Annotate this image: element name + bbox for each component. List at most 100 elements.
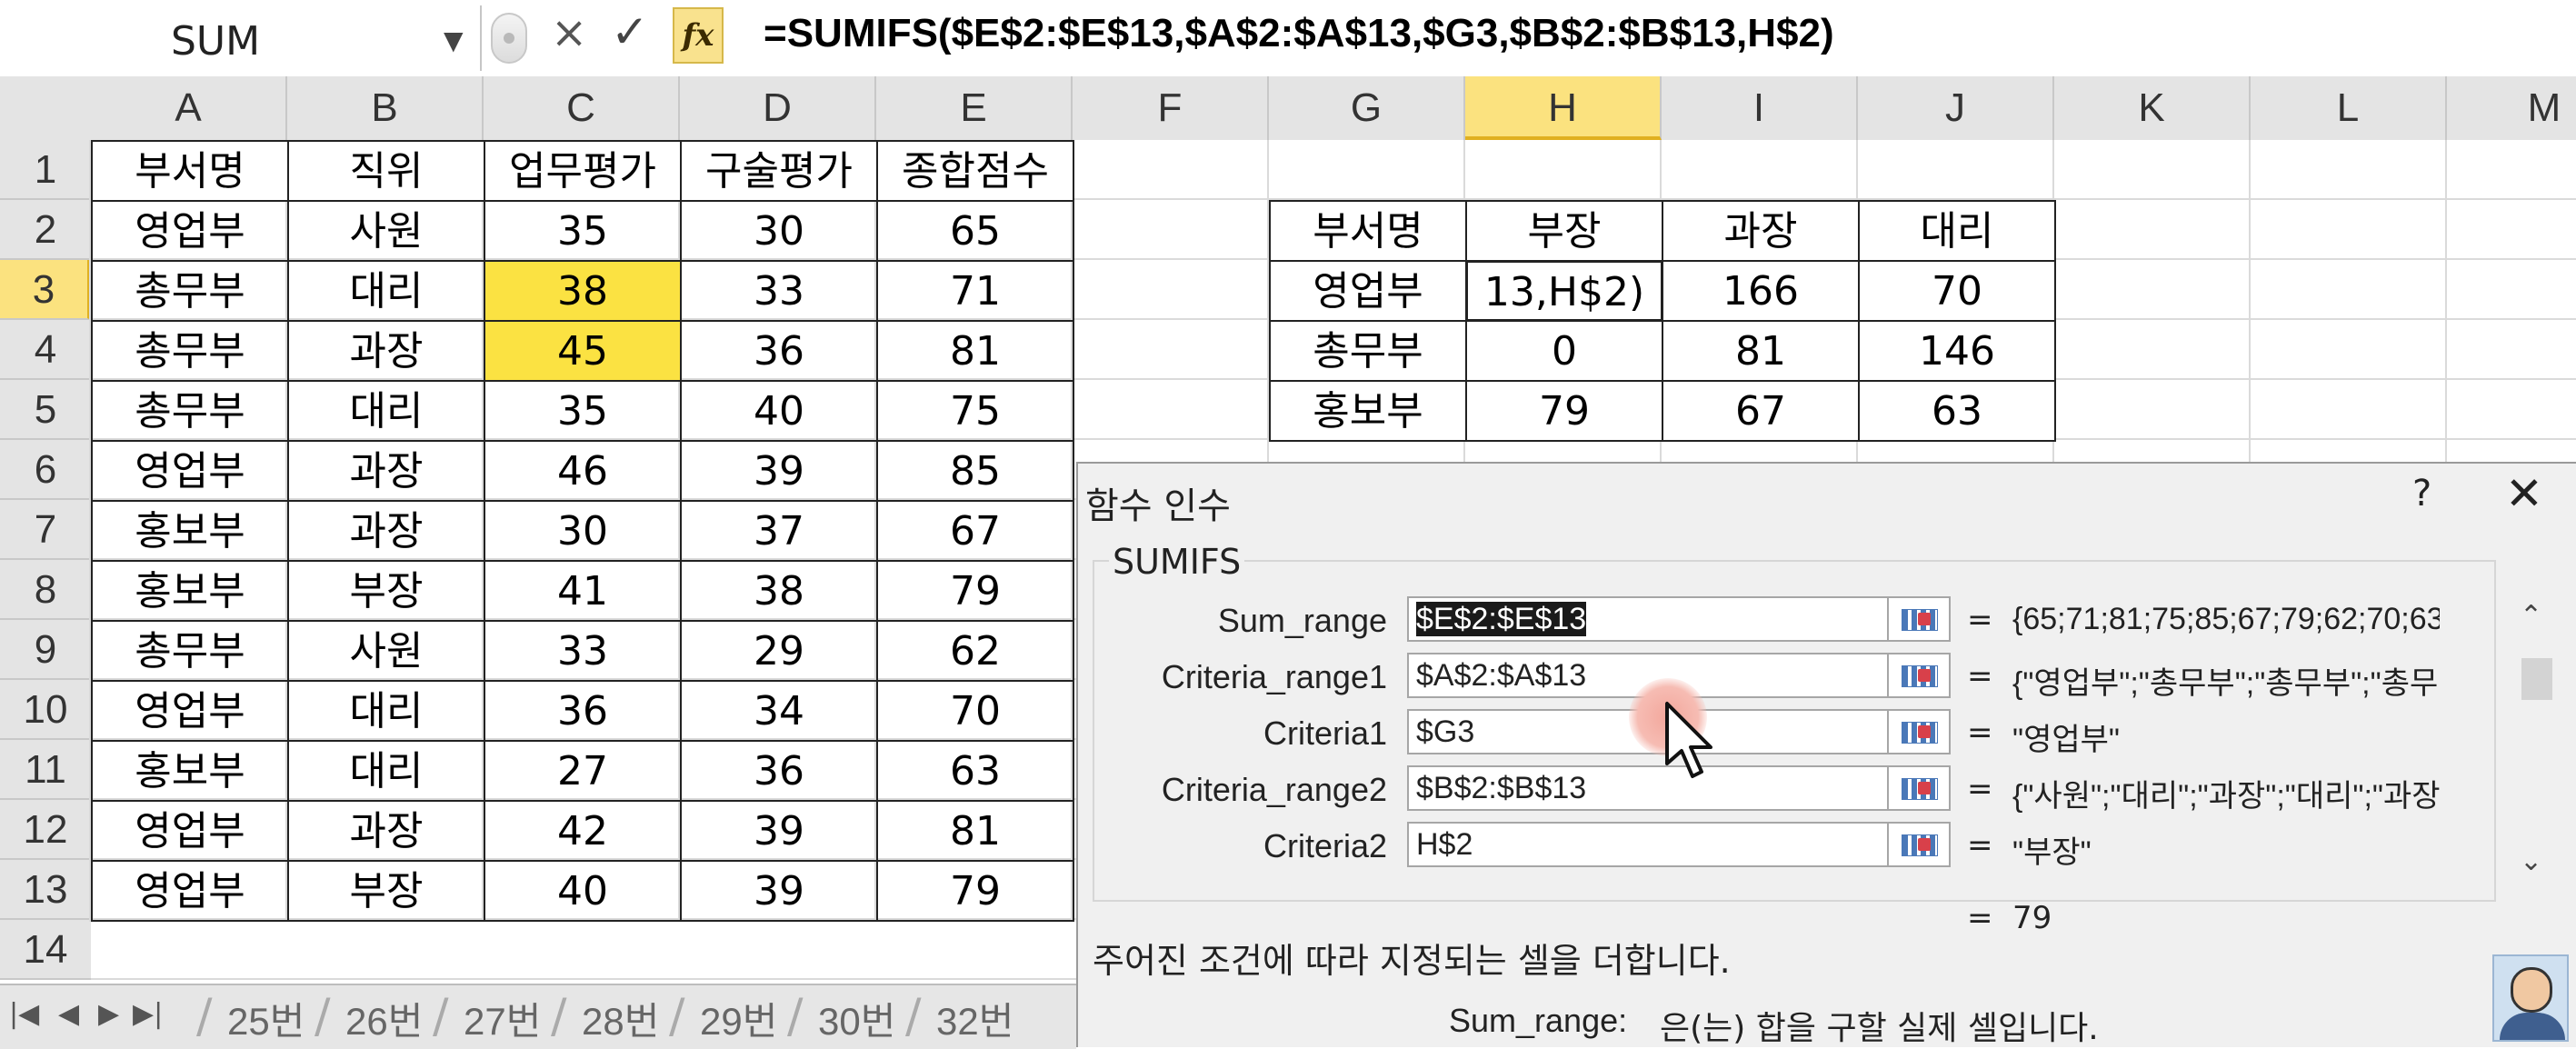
summary-cell[interactable]: 영업부 [1269, 260, 1467, 322]
row-header-13[interactable]: 13 [0, 860, 91, 920]
table-cell[interactable]: 70 [876, 680, 1074, 742]
table-cell[interactable]: 79 [876, 560, 1074, 622]
range-select-icon[interactable] [1887, 709, 1951, 754]
table-cell[interactable]: 35 [484, 200, 682, 262]
summary-cell[interactable]: 79 [1465, 380, 1663, 442]
table-cell[interactable]: 46 [484, 440, 682, 502]
summary-cell[interactable]: 166 [1662, 260, 1860, 322]
table-header-cell[interactable]: 구술평가 [680, 140, 878, 202]
insert-function-button[interactable]: fx [673, 7, 724, 64]
sheet-tab[interactable]: 28번 [582, 1000, 660, 1043]
table-cell[interactable]: 대리 [287, 740, 485, 802]
close-icon[interactable]: ✕ [2505, 467, 2543, 520]
table-header-cell[interactable]: 직위 [287, 140, 485, 202]
table-cell[interactable]: 39 [680, 860, 878, 922]
table-cell[interactable]: 홍보부 [91, 560, 289, 622]
table-header-cell[interactable]: 종합점수 [876, 140, 1074, 202]
table-cell[interactable]: 29 [680, 620, 878, 682]
table-header-cell[interactable]: 업무평가 [484, 140, 682, 202]
summary-cell[interactable]: 홍보부 [1269, 380, 1467, 442]
table-cell[interactable]: 부장 [287, 860, 485, 922]
table-cell[interactable]: 81 [876, 800, 1074, 862]
table-cell[interactable]: 홍보부 [91, 740, 289, 802]
table-cell[interactable]: 45 [484, 320, 682, 382]
table-cell[interactable]: 과장 [287, 440, 485, 502]
table-cell[interactable]: 79 [876, 860, 1074, 922]
table-cell[interactable]: 홍보부 [91, 500, 289, 562]
summary-cell[interactable]: 67 [1662, 380, 1860, 442]
row-header-3[interactable]: 3 [0, 260, 91, 320]
summary-header-cell[interactable]: 과장 [1662, 200, 1860, 262]
sheet-tab[interactable]: 25번 [227, 1000, 305, 1043]
table-cell[interactable]: 81 [876, 320, 1074, 382]
range-select-icon[interactable] [1887, 822, 1951, 867]
column-header-g[interactable]: G [1269, 76, 1465, 140]
table-cell[interactable]: 38 [680, 560, 878, 622]
column-header-c[interactable]: C [484, 76, 680, 140]
summary-header-cell[interactable]: 부서명 [1269, 200, 1467, 262]
argument-input[interactable]: H$2 [1407, 822, 1889, 867]
column-header-a[interactable]: A [91, 76, 287, 140]
table-cell[interactable]: 35 [484, 380, 682, 442]
table-cell[interactable]: 영업부 [91, 680, 289, 742]
range-select-icon[interactable] [1887, 596, 1951, 642]
table-cell[interactable]: 67 [876, 500, 1074, 562]
table-cell[interactable]: 과장 [287, 800, 485, 862]
help-icon[interactable]: ? [2412, 473, 2432, 515]
table-cell[interactable]: 40 [680, 380, 878, 442]
table-cell[interactable]: 부장 [287, 560, 485, 622]
scroll-up-icon[interactable]: ⌃ [2520, 600, 2543, 632]
table-cell[interactable]: 75 [876, 380, 1074, 442]
table-cell[interactable]: 영업부 [91, 860, 289, 922]
column-header-i[interactable]: I [1662, 76, 1858, 140]
table-header-cell[interactable]: 부서명 [91, 140, 289, 202]
sheet-tab[interactable]: 30번 [818, 1000, 896, 1043]
summary-cell[interactable]: 총무부 [1269, 320, 1467, 382]
table-cell[interactable]: 63 [876, 740, 1074, 802]
table-cell[interactable]: 27 [484, 740, 682, 802]
table-cell[interactable]: 39 [680, 440, 878, 502]
row-header-5[interactable]: 5 [0, 380, 91, 440]
summary-cell[interactable]: 81 [1662, 320, 1860, 382]
table-cell[interactable]: 85 [876, 440, 1074, 502]
first-sheet-icon[interactable]: |◀ [9, 998, 40, 1030]
table-cell[interactable]: 과장 [287, 320, 485, 382]
table-cell[interactable]: 40 [484, 860, 682, 922]
table-cell[interactable]: 30 [680, 200, 878, 262]
table-cell[interactable]: 33 [484, 620, 682, 682]
summary-cell[interactable]: 63 [1858, 380, 2056, 442]
next-sheet-icon[interactable]: ▶ [98, 998, 120, 1030]
table-cell[interactable]: 영업부 [91, 800, 289, 862]
summary-header-cell[interactable]: 부장 [1465, 200, 1663, 262]
table-cell[interactable]: 과장 [287, 500, 485, 562]
argument-input[interactable]: $B$2:$B$13 [1407, 765, 1889, 811]
scroll-down-icon[interactable]: ⌄ [2520, 845, 2543, 877]
row-header-10[interactable]: 10 [0, 680, 91, 740]
prev-sheet-icon[interactable]: ◀ [58, 998, 80, 1030]
table-cell[interactable]: 대리 [287, 380, 485, 442]
table-cell[interactable]: 42 [484, 800, 682, 862]
table-cell[interactable]: 총무부 [91, 320, 289, 382]
column-header-f[interactable]: F [1073, 76, 1269, 140]
column-header-j[interactable]: J [1858, 76, 2054, 140]
enter-formula-button[interactable]: ✓ [611, 5, 649, 58]
table-cell[interactable]: 대리 [287, 680, 485, 742]
column-header-m[interactable]: M [2447, 76, 2576, 140]
row-header-1[interactable]: 1 [0, 140, 91, 200]
active-cell-editing[interactable]: 13,H$2) [1465, 260, 1663, 322]
row-header-14[interactable]: 14 [0, 920, 91, 980]
table-cell[interactable]: 41 [484, 560, 682, 622]
table-cell[interactable]: 37 [680, 500, 878, 562]
table-cell[interactable]: 총무부 [91, 380, 289, 442]
summary-cell[interactable]: 146 [1858, 320, 2056, 382]
sheet-tab[interactable]: 32번 [936, 1000, 1014, 1043]
row-header-12[interactable]: 12 [0, 800, 91, 860]
column-header-d[interactable]: D [680, 76, 876, 140]
sheet-tab[interactable]: 26번 [345, 1000, 424, 1043]
last-sheet-icon[interactable]: ▶| [133, 998, 164, 1030]
sheet-tab[interactable]: 27번 [464, 1000, 542, 1043]
column-header-l[interactable]: L [2251, 76, 2447, 140]
summary-cell[interactable]: 0 [1465, 320, 1663, 382]
table-cell[interactable]: 36 [484, 680, 682, 742]
table-cell[interactable]: 71 [876, 260, 1074, 322]
